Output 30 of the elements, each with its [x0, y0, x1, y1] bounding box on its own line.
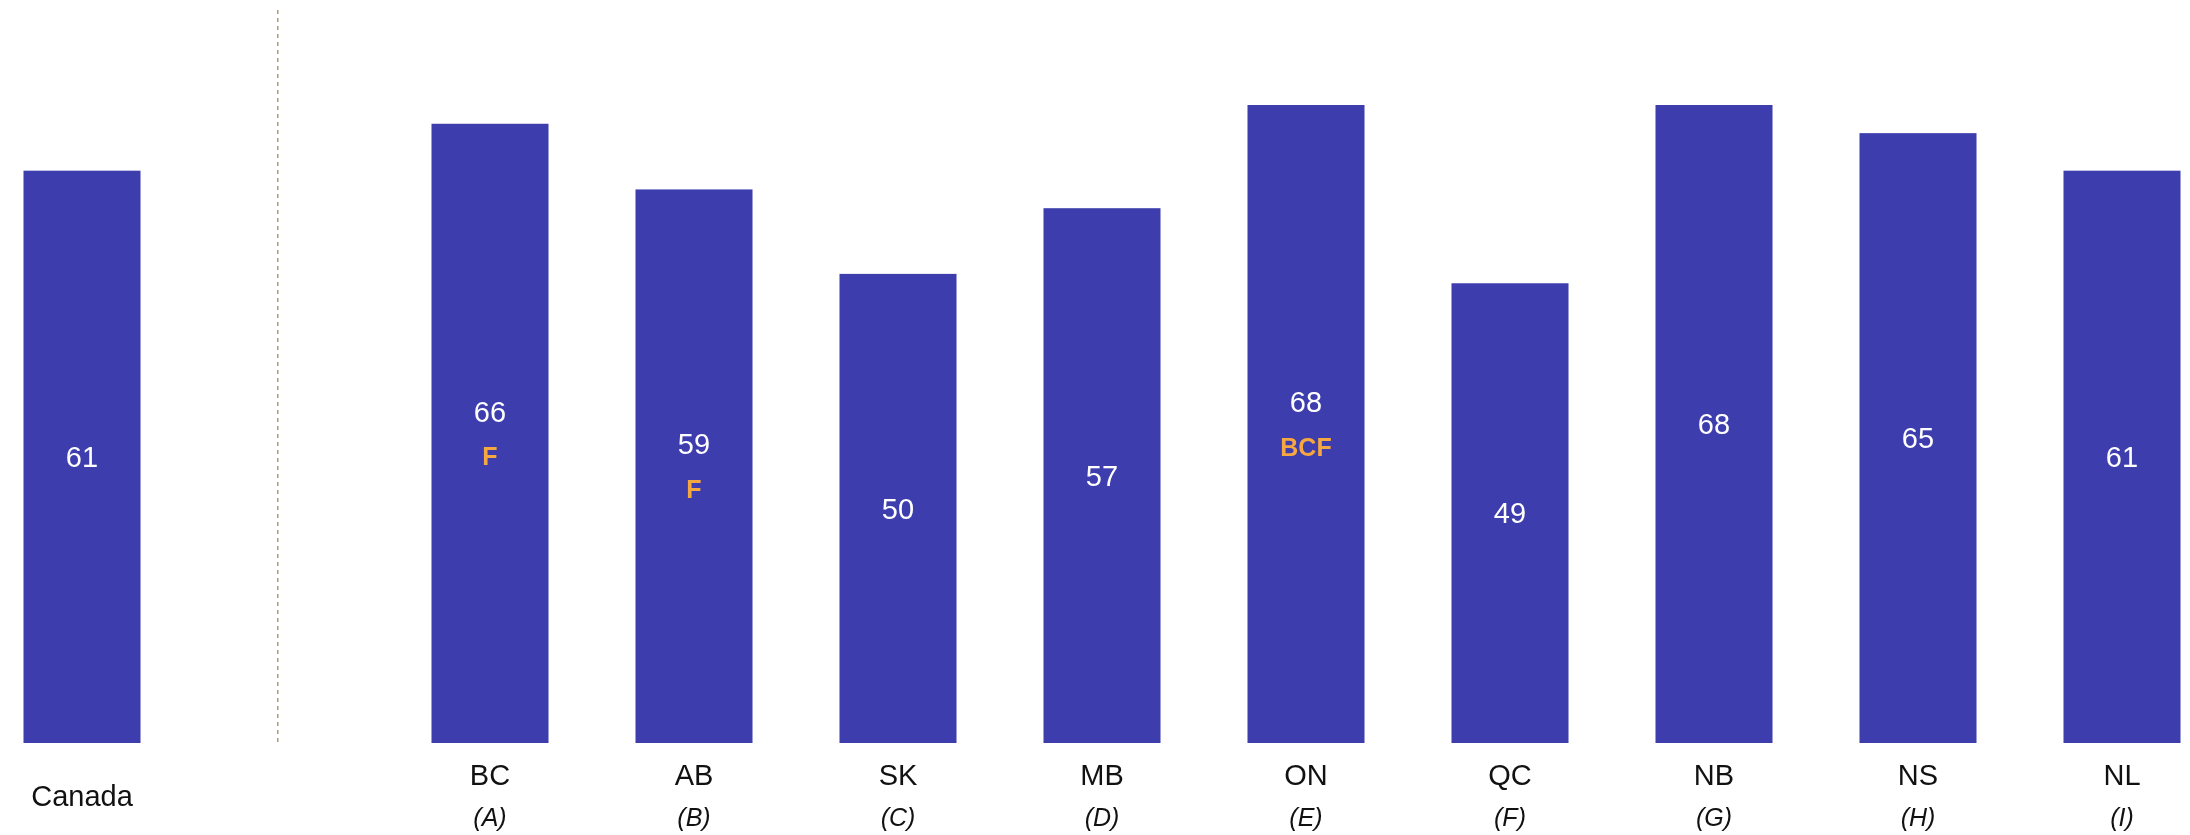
bar	[1043, 208, 1161, 743]
x-tick-label: NB (G)	[1693, 759, 1735, 831]
data-label: 59 F	[677, 428, 711, 503]
bar	[1655, 105, 1773, 743]
data-label: 49	[1493, 497, 1527, 530]
data-label: 57	[1085, 459, 1119, 492]
data-label: 61	[65, 440, 99, 473]
x-tick-label: AB (B)	[674, 759, 714, 831]
data-label: 61	[2105, 440, 2139, 473]
x-tick-label: NS (H)	[1897, 759, 1939, 831]
bar	[1451, 283, 1569, 743]
bar	[2063, 170, 2181, 743]
x-tick-label: BC (A)	[469, 759, 511, 831]
x-tick-label: MB (D)	[1080, 759, 1124, 831]
data-label: 50	[881, 492, 915, 525]
x-tick-label: Canada	[31, 780, 134, 812]
data-label: 68 BCF	[1280, 386, 1332, 461]
bar	[431, 123, 549, 743]
bar	[1247, 105, 1365, 743]
data-label: 68	[1697, 408, 1731, 441]
bar	[839, 273, 957, 743]
data-label: 66 F	[473, 395, 507, 471]
bar	[1859, 133, 1977, 743]
x-tick-label: NL (I)	[2103, 759, 2141, 831]
x-tick-label: ON (E)	[1284, 759, 1328, 831]
x-tick-label: QC (F)	[1488, 759, 1532, 831]
data-label: 65	[1901, 422, 1935, 455]
bar	[635, 189, 753, 743]
bar	[23, 170, 141, 743]
x-tick-label: SK (C)	[878, 759, 918, 831]
